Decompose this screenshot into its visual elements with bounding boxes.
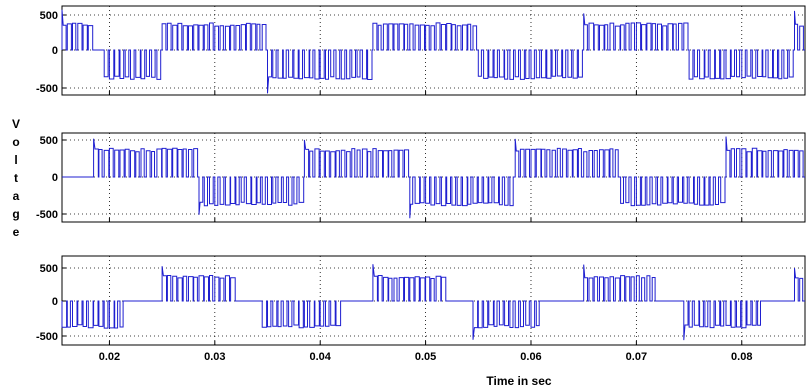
y-axis-title-letter: e (13, 225, 20, 239)
y-tick-label: 500 (40, 10, 58, 22)
voltage-waveform-phase-3 (61, 264, 805, 341)
subplot-3: 500 0 -500 0.02 0.03 0.04 0.05 0.06 0.07 0.08 (36, 255, 806, 363)
x-tick-label: 0.04 (309, 351, 331, 363)
subplot-1: 500 0 -500 (36, 5, 806, 96)
y-tick-label: -500 (36, 83, 58, 95)
voltage-waveform-phase-1 (61, 9, 805, 94)
x-tick-label: 0.08 (731, 351, 752, 363)
x-tick-label: 0.05 (415, 351, 436, 363)
y-axis-title-letter: l (14, 153, 17, 167)
x-axis-title: Time in sec (486, 374, 551, 388)
subplot-2: 500 0 -500 (36, 132, 806, 223)
y-tick-label: 0 (52, 172, 58, 184)
y-axis-title-letter: V (12, 117, 20, 131)
x-tick-label: 0.06 (520, 351, 541, 363)
y-tick-label: 0 (52, 45, 58, 57)
y-axis-title-letter: g (12, 207, 19, 221)
x-tick-label: 0.02 (99, 351, 120, 363)
y-axis-title-letter: a (13, 189, 20, 203)
x-tick-label: 0.03 (204, 351, 225, 363)
y-tick-label: -500 (36, 331, 58, 343)
y-axis-title-letter: t (14, 171, 18, 185)
plot-frame (61, 5, 806, 96)
y-axis-title-letter: o (12, 135, 19, 149)
y-tick-label: 500 (40, 263, 58, 275)
voltage-waveform-phase-2 (62, 136, 805, 219)
x-tick-label: 0.07 (626, 351, 647, 363)
y-tick-label: 500 (40, 135, 58, 147)
y-tick-label: 0 (52, 296, 58, 308)
y-tick-label: -500 (36, 209, 58, 221)
